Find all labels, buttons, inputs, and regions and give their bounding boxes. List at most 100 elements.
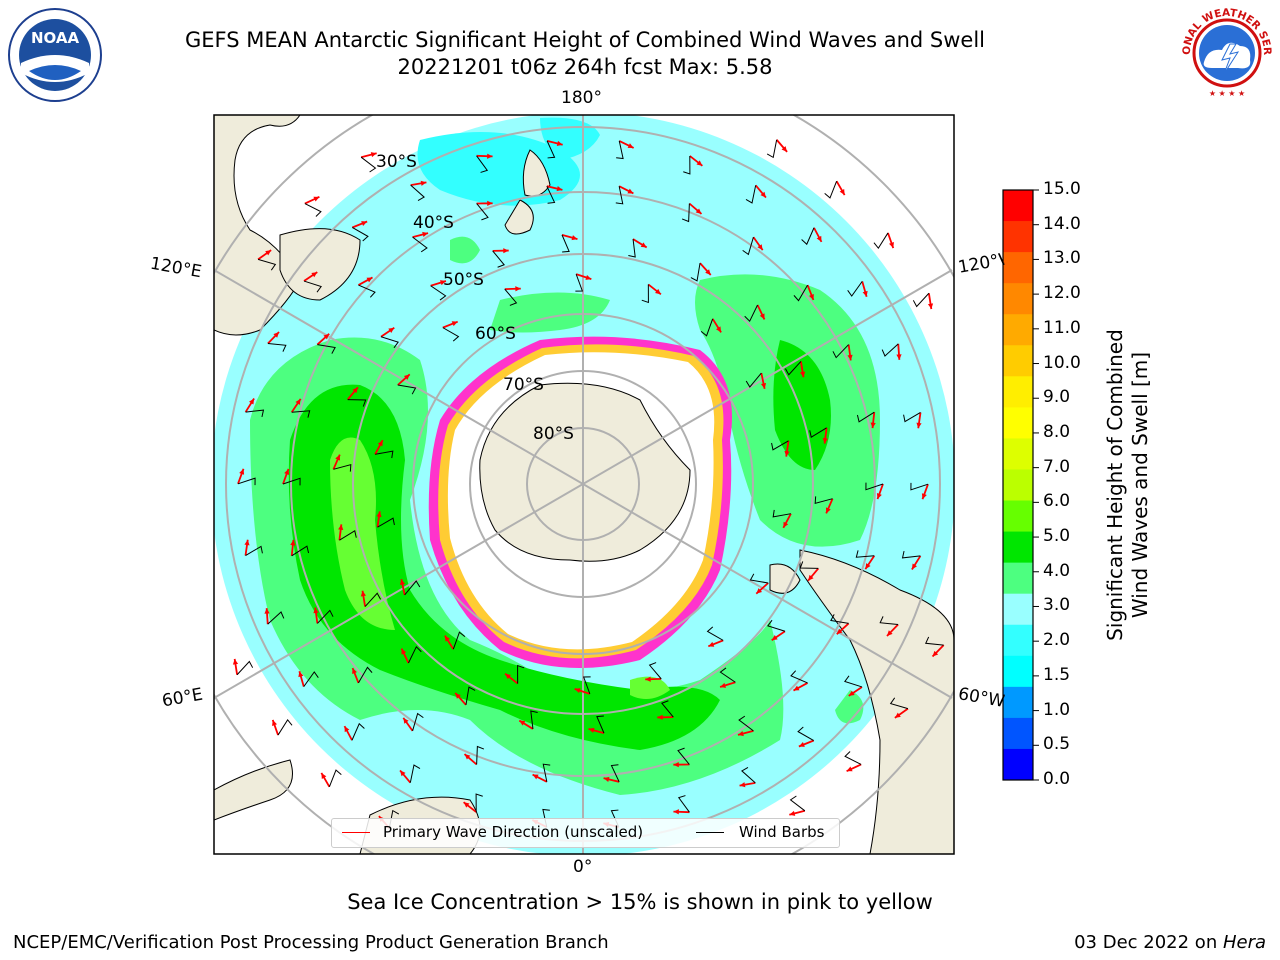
wind-barb: [879, 616, 899, 625]
wind-barb: [912, 292, 930, 308]
wind-barb: [317, 609, 334, 624]
lat-label-80s: 80°S: [533, 424, 574, 444]
colorbar-segment: [1003, 376, 1033, 408]
wind-barb: [615, 186, 624, 205]
wave-direction-arrowhead: [657, 714, 663, 720]
colorbar-segment: [1003, 717, 1033, 750]
wind-barb: [903, 412, 921, 423]
wave-direction-arrowhead: [556, 186, 563, 192]
wave-direction-arrowhead: [244, 539, 250, 546]
wave-direction-arrowhead: [503, 248, 509, 254]
wave-direction-arrowhead: [574, 688, 581, 694]
lat-label-50s: 50°S: [443, 270, 484, 290]
wind-barb: [351, 722, 365, 741]
wind-barb: [442, 327, 460, 342]
wind-barb: [317, 344, 336, 354]
wind-barb: [801, 227, 815, 246]
wind-barb: [610, 764, 620, 783]
wind-barb: [865, 482, 884, 491]
wave-direction-arrowhead: [264, 608, 270, 614]
colorbar-segment: [1003, 407, 1033, 439]
wave-direction-arrowhead: [655, 288, 661, 295]
colorbar-segment: [1003, 469, 1033, 502]
wave-direction-arrowhead: [876, 493, 882, 500]
wind-barb: [641, 284, 649, 304]
antarctica-land: [479, 382, 691, 562]
wave-direction-arrowhead: [870, 422, 876, 429]
wave-direction-arrowhead: [825, 507, 831, 514]
wind-barb-legend-label: Wind Barbs: [739, 823, 825, 841]
wind-barb: [409, 764, 421, 783]
colorbar-segment: [1003, 500, 1033, 533]
colorbar-tick-label: 4.0: [1043, 560, 1071, 581]
wave-direction-arrowhead: [515, 286, 521, 292]
swh-region-5-6m: [330, 437, 395, 630]
colorbar-tick-label: 13.0: [1043, 248, 1081, 269]
wind-barb: [542, 763, 551, 782]
wind-barb: [530, 710, 538, 729]
wave-direction-arrowhead: [272, 719, 277, 726]
wind-barb: [430, 285, 447, 301]
wave-direction-arrowhead: [298, 671, 304, 678]
colorbar-title: Significant Height of Combined Wind Wave…: [1103, 305, 1153, 665]
wave-direction-arrowhead: [822, 437, 828, 444]
wave-direction-arrowhead: [376, 511, 382, 518]
wind-barb: [790, 670, 808, 684]
lat-label-60s: 60°S: [475, 324, 516, 344]
colorbar-segment: [1003, 531, 1033, 564]
wave-direction-arrowhead: [401, 648, 407, 655]
colorbar-segment: [1003, 190, 1033, 222]
wind-barb: [397, 384, 417, 395]
wind-barb: [793, 284, 808, 302]
wind-barb: [475, 793, 483, 813]
wind-barb: [347, 399, 367, 407]
wave-direction-arrowhead: [377, 440, 383, 447]
wave-direction-arrowhead: [403, 717, 409, 724]
wind-barb-legend-line: [696, 832, 724, 833]
south-america-land: [799, 549, 954, 854]
wave-direction-arrowhead: [451, 321, 458, 327]
wave-direction-arrowhead: [399, 579, 406, 586]
wave-direction-arrowhead: [911, 563, 918, 570]
wave-direction-arrowhead: [338, 524, 344, 531]
wave-direction-arrowhead: [862, 290, 868, 297]
wave-direction-arrowhead: [784, 450, 790, 457]
colorbar-segment: [1003, 686, 1033, 719]
wind-barb: [303, 671, 319, 687]
wind-barb: [844, 751, 862, 765]
wind-barb: [546, 140, 556, 159]
colorbar-segment: [1003, 314, 1033, 346]
wind-barb: [681, 203, 690, 223]
wind-barb: [809, 427, 827, 438]
wind-barb: [245, 545, 263, 556]
wave-direction-arrowhead: [505, 673, 511, 680]
wind-barb: [452, 631, 466, 650]
wave-direction-arrowhead: [352, 387, 358, 394]
wind-barb: [303, 280, 322, 293]
wave-direction-arrowhead: [571, 235, 578, 241]
wave-direction-arrowhead: [816, 235, 822, 242]
map-frame: [213, 114, 955, 855]
wave-direction-arrowhead: [865, 563, 871, 570]
wind-barb: [380, 336, 399, 349]
wind-barb: [677, 795, 690, 813]
wind-barb: [358, 284, 376, 298]
colorbar-tick-label: 2.0: [1043, 630, 1071, 651]
wave-direction-arrowhead: [673, 762, 679, 768]
wind-barb: [465, 686, 476, 705]
wind-barb: [237, 477, 256, 486]
wind-barb: [476, 155, 489, 173]
colorbar-segment: [1003, 562, 1033, 595]
wave-direction-arrowhead: [673, 809, 679, 815]
wave-direction-arrowhead: [737, 731, 744, 737]
colorbar-tick-label: 0.5: [1043, 734, 1071, 755]
swh-region-4-5m: [288, 384, 720, 750]
wave-direction-arrowhead: [588, 727, 595, 733]
wind-barb: [832, 344, 849, 359]
wind-barb: [648, 662, 662, 680]
wave-direction-arrowhead: [335, 454, 341, 461]
colorbar-tick-label: 8.0: [1043, 421, 1071, 442]
wind-barb: [375, 450, 394, 459]
wind-barb: [377, 517, 395, 528]
wave-direction-legend-label: Primary Wave Direction (unscaled): [383, 823, 644, 841]
